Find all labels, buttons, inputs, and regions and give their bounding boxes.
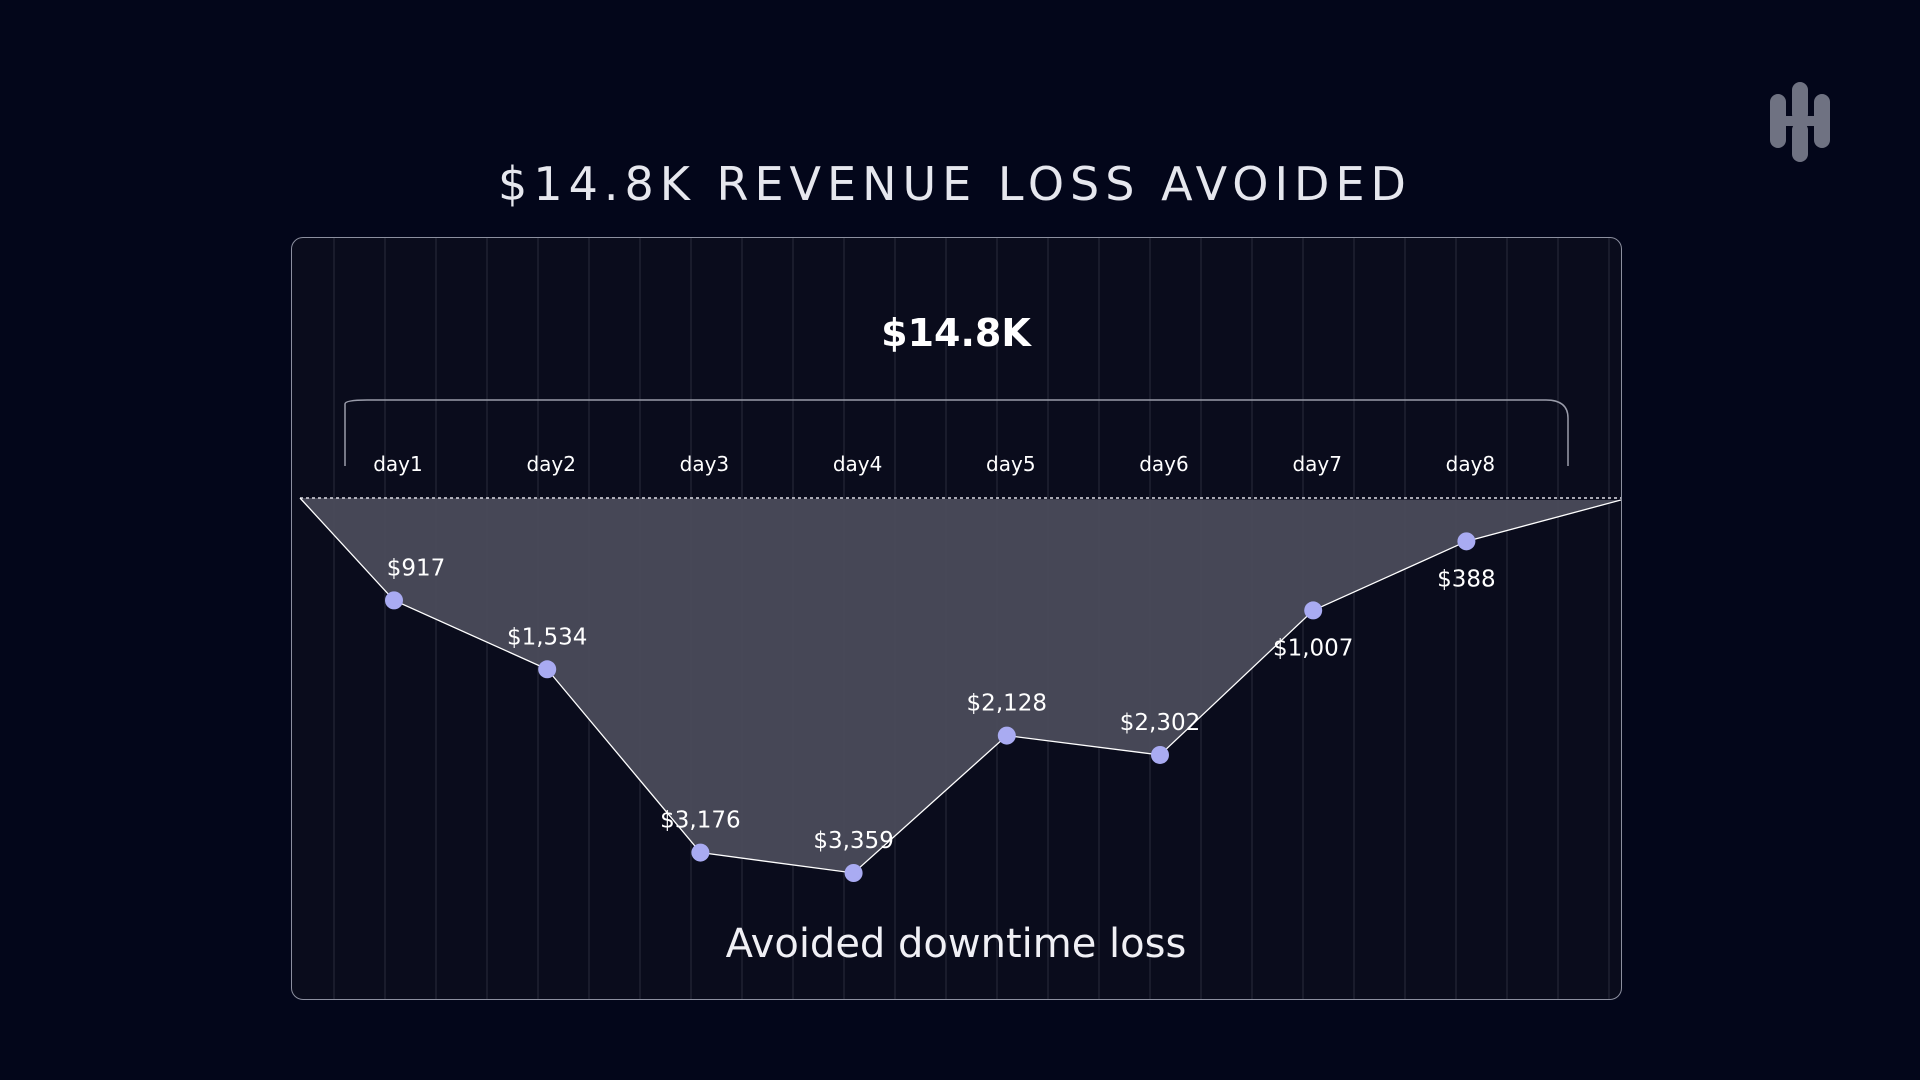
x-tick-label: day4: [833, 452, 883, 476]
data-value-label: $2,302: [1120, 710, 1200, 736]
data-point: [1151, 745, 1169, 764]
x-tick-label: day6: [1139, 452, 1189, 476]
area-chart: $14.8K day1 day2 day3 day4 day5 day6 day7 day8 …: [299, 238, 1621, 999]
chart-panel: $14.8K day1 day2 day3 day4 day5 day6 day7 day8 …: [291, 237, 1622, 1000]
data-point: [997, 726, 1016, 745]
x-tick-label: day5: [986, 452, 1036, 476]
brand-logo-icon: [1760, 78, 1840, 164]
data-point: [385, 591, 403, 610]
chart-subtitle: Avoided downtime loss: [726, 921, 1187, 967]
x-tick-label: day2: [526, 452, 576, 476]
data-point: [691, 843, 710, 862]
data-point: [538, 660, 557, 679]
data-point: [844, 864, 863, 882]
data-value-label: $917: [387, 555, 446, 581]
total-value-label: $14.8K: [881, 311, 1032, 355]
data-value-label: $3,359: [813, 828, 893, 854]
loss-line: [299, 497, 1621, 874]
x-tick-label: day7: [1292, 452, 1342, 476]
data-point: [1304, 601, 1323, 620]
data-value-label: $1,007: [1273, 635, 1353, 661]
x-tick-label: day1: [373, 452, 423, 476]
data-value-label: $2,128: [967, 691, 1047, 717]
data-value-label: $388: [1437, 566, 1496, 592]
x-tick-label: day3: [680, 452, 730, 476]
data-value-label: $1,534: [507, 624, 587, 650]
total-bracket: [344, 399, 1569, 466]
loss-area: [300, 498, 1621, 873]
data-point: [1457, 532, 1476, 551]
x-tick-label: day8: [1446, 452, 1496, 476]
data-value-label: $3,176: [660, 808, 740, 834]
page-title: $14.8K REVENUE LOSS AVOIDED: [498, 156, 1412, 211]
